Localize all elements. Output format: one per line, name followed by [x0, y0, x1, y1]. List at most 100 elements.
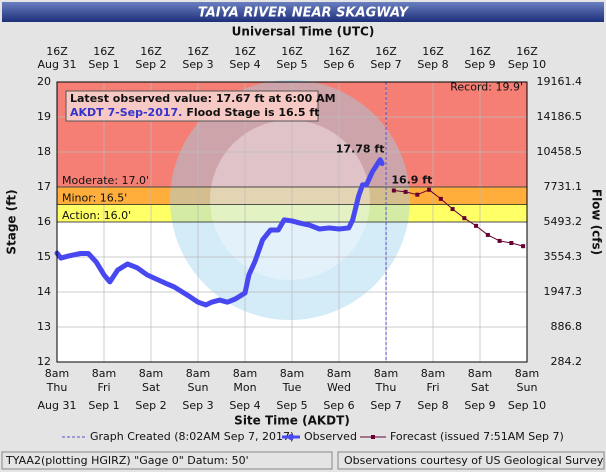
x-tick-date: Sep 1: [88, 399, 119, 412]
x-tick-day: Wed: [327, 381, 351, 394]
x-tick-date: Aug 31: [38, 399, 77, 412]
top-tick-label: 16Z: [234, 45, 256, 58]
x-axis-label: Site Time (AKDT): [234, 414, 350, 428]
top-tick-date: Aug 31: [38, 58, 77, 71]
y2-tick-label: 14186.5: [537, 110, 583, 123]
y2-tick-label: 5493.2: [544, 215, 583, 228]
y2-tick-label: 1947.3: [544, 285, 583, 298]
chart-title: TAIYA RIVER NEAR SKAGWAY: [198, 6, 410, 21]
x-tick-date: Sep 2: [135, 399, 166, 412]
top-tick-date: Sep 2: [135, 58, 166, 71]
x-tick-day: Fri: [426, 381, 439, 394]
top-tick-date: Sep 8: [417, 58, 448, 71]
watermark: [170, 80, 410, 320]
y-tick-label: 13: [37, 320, 51, 333]
y2-tick-label: 284.2: [551, 355, 583, 368]
plot-area: Action: 16.0' Minor: 16.5' Moderate: 17.0'…: [54, 80, 528, 363]
top-tick-date: Sep 5: [276, 58, 307, 71]
x-tick-day: Mon: [233, 381, 256, 394]
y-tick-label: 12: [37, 355, 51, 368]
forecast-point: [415, 192, 420, 197]
x-tick-day: Thu: [375, 381, 397, 394]
top-tick-label: 16Z: [46, 45, 68, 58]
forecast-point: [438, 196, 443, 201]
footer-left: TYAA2(plotting HGIRZ) "Gage 0" Datum: 50…: [5, 454, 249, 467]
forecast-point: [403, 189, 408, 194]
top-tick-date: Sep 4: [229, 58, 260, 71]
legend-observed-dot: [288, 434, 294, 440]
x-tick-date: Sep 7: [370, 399, 401, 412]
forecast-point: [391, 188, 396, 193]
x-tick-date: Sep 3: [182, 399, 213, 412]
y-axis-label: Stage (ft): [5, 189, 19, 254]
top-tick-date: Sep 1: [88, 58, 119, 71]
x-tick-day: Sat: [142, 381, 161, 394]
info-line2b: Flood Stage is 16.5 ft: [186, 106, 319, 119]
y-tick-label: 18: [37, 145, 51, 158]
y-tick-label: 19: [37, 110, 51, 123]
x-tick-date: Sep 8: [417, 399, 448, 412]
x-tick-label: 8am: [515, 367, 539, 380]
forecast-point: [485, 232, 490, 237]
info-line2: AKDT 7-Sep-2017. Flood Stage is 16.5 ft: [70, 106, 319, 119]
annotation: 16.9 ft: [391, 174, 432, 187]
top-tick-date: Sep 3: [182, 58, 213, 71]
x-tick-label: 8am: [233, 367, 257, 380]
top-tick-date: Sep 6: [323, 58, 354, 71]
legend-observed: Observed: [304, 430, 357, 443]
y-tick-label: 14: [37, 285, 51, 298]
x-tick-label: 8am: [186, 367, 210, 380]
title-banner: [2, 2, 604, 22]
x-tick-date: Sep 5: [276, 399, 307, 412]
x-tick-day: Fri: [97, 381, 110, 394]
y2-tick-label: 886.8: [551, 320, 583, 333]
legend-forecast-dot: [371, 435, 375, 439]
info-box: [65, 90, 319, 122]
legend-forecast: Forecast (issued 7:51AM Sep 7): [390, 430, 564, 443]
top-tick-label: 16Z: [469, 45, 491, 58]
info-line2a: AKDT 7-Sep-2017.: [70, 106, 182, 119]
top-tick-label: 16Z: [375, 45, 397, 58]
y2-tick-label: 10458.5: [537, 145, 583, 158]
y2-tick-label: 19161.4: [537, 75, 583, 88]
x-tick-day: Sun: [188, 381, 209, 394]
x-tick-label: 8am: [421, 367, 445, 380]
forecast-point: [509, 241, 514, 245]
x-tick-label: 8am: [45, 367, 69, 380]
forecast-point: [474, 223, 479, 228]
legend-created: Graph Created (8:02AM Sep 7, 2017): [90, 430, 294, 443]
x-tick-day: Tue: [282, 381, 302, 394]
info-line1: Latest observed value: 17.67 ft at 6:00 …: [70, 92, 336, 105]
y-tick-label: 20: [37, 75, 51, 88]
annotation: 17.78 ft: [336, 143, 385, 156]
x-tick-date: Sep 4: [229, 399, 260, 412]
top-tick-label: 16Z: [328, 45, 350, 58]
forecast-point: [497, 238, 502, 243]
x-tick-label: 8am: [139, 367, 163, 380]
plot-border: [56, 81, 528, 363]
x-tick-date: Sep 6: [323, 399, 354, 412]
footer-right: Observations courtesy of US Geological S…: [344, 454, 604, 467]
top-tick-label: 16Z: [140, 45, 162, 58]
top-tick-label: 16Z: [516, 45, 538, 58]
forecast-point: [450, 207, 455, 212]
y-tick-label: 15: [37, 250, 51, 263]
top-axis-label: Universal Time (UTC): [232, 25, 375, 39]
threshold-label: Minor: 16.5': [62, 192, 127, 205]
x-tick-label: 8am: [92, 367, 116, 380]
x-tick-label: 8am: [468, 367, 492, 380]
x-tick-date: Sep 10: [508, 399, 546, 412]
forecast-point: [427, 187, 432, 192]
top-tick-date: Sep 10: [508, 58, 546, 71]
x-tick-date: Sep 9: [464, 399, 495, 412]
x-tick-label: 8am: [374, 367, 398, 380]
y2-tick-label: 7731.1: [544, 180, 583, 193]
watermark-inner: [210, 120, 370, 280]
top-tick-label: 16Z: [93, 45, 115, 58]
x-tick-label: 8am: [280, 367, 304, 380]
observed-line: [54, 157, 385, 308]
footer-left-box: [1, 451, 333, 470]
footer-right-box: [337, 451, 605, 470]
record-label: Record: 19.9': [450, 81, 523, 94]
y2-axis-label: Flow (cfs): [590, 189, 604, 255]
